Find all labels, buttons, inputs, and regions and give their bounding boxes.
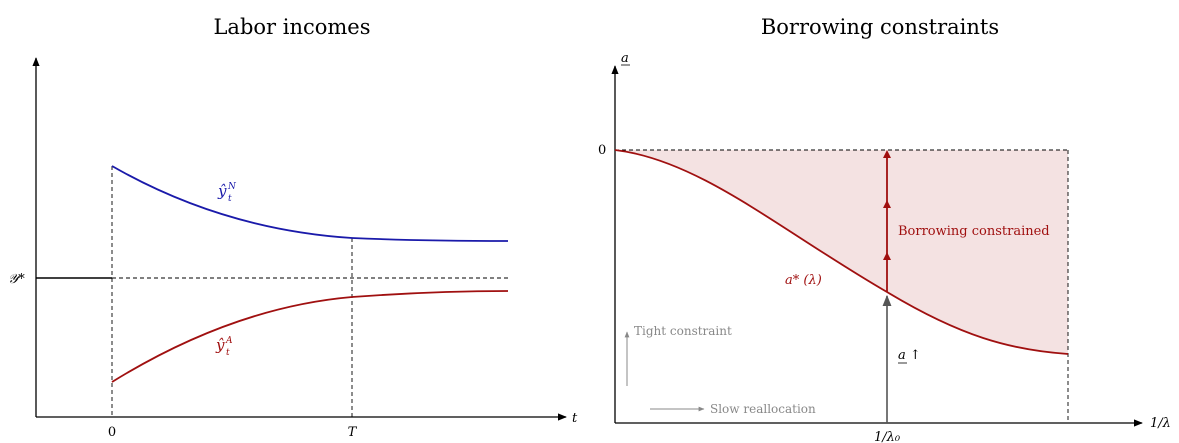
curve-n-label: ŷ t N [217, 182, 237, 204]
svg-text:ŷ: ŷ [215, 336, 225, 354]
svg-text:t: t [228, 194, 232, 204]
svg-text:ŷ: ŷ [217, 182, 227, 200]
region-label: Borrowing constrained [898, 224, 1050, 239]
right-tick-zero: 0 [598, 143, 606, 158]
left-panel: Labor incomes t 𝒴* 0 T ŷ t N ŷ t A [8, 15, 578, 440]
curve-a-star [614, 149, 1069, 355]
constrained-region [615, 150, 1068, 354]
red-arrowhead-low [883, 252, 891, 260]
arrow-label: a ↑ [898, 348, 921, 363]
legend-slow: Slow reallocation [710, 402, 816, 416]
legend-tight: Tight constraint [634, 324, 732, 338]
right-panel-title: Borrowing constraints [761, 15, 999, 39]
svg-text:N: N [227, 182, 237, 192]
right-x-axis-label: 1/λ [1150, 416, 1171, 431]
tick-lambda0: 1/λ₀ [874, 430, 901, 443]
left-panel-title: Labor incomes [213, 15, 370, 39]
right-panel: Borrowing constraints a 1/λ 0 1/λ₀ a* (λ… [598, 15, 1171, 443]
svg-text:A: A [225, 336, 233, 346]
tick-zero: 0 [108, 425, 116, 440]
y-star-label: 𝒴* [8, 272, 25, 287]
svg-text:t: t [226, 348, 230, 358]
red-arrowhead-top [883, 150, 891, 158]
curve-y-hat-a [111, 290, 509, 383]
red-arrowhead-mid [883, 200, 891, 208]
curve-a-label: ŷ t A [215, 336, 233, 358]
curve-a-star-label: a* (λ) [785, 273, 822, 288]
right-y-axis-label: a [621, 51, 629, 66]
curve-y-hat-n [111, 165, 509, 242]
tick-T: T [348, 425, 358, 440]
left-x-axis-label: t [572, 411, 578, 426]
